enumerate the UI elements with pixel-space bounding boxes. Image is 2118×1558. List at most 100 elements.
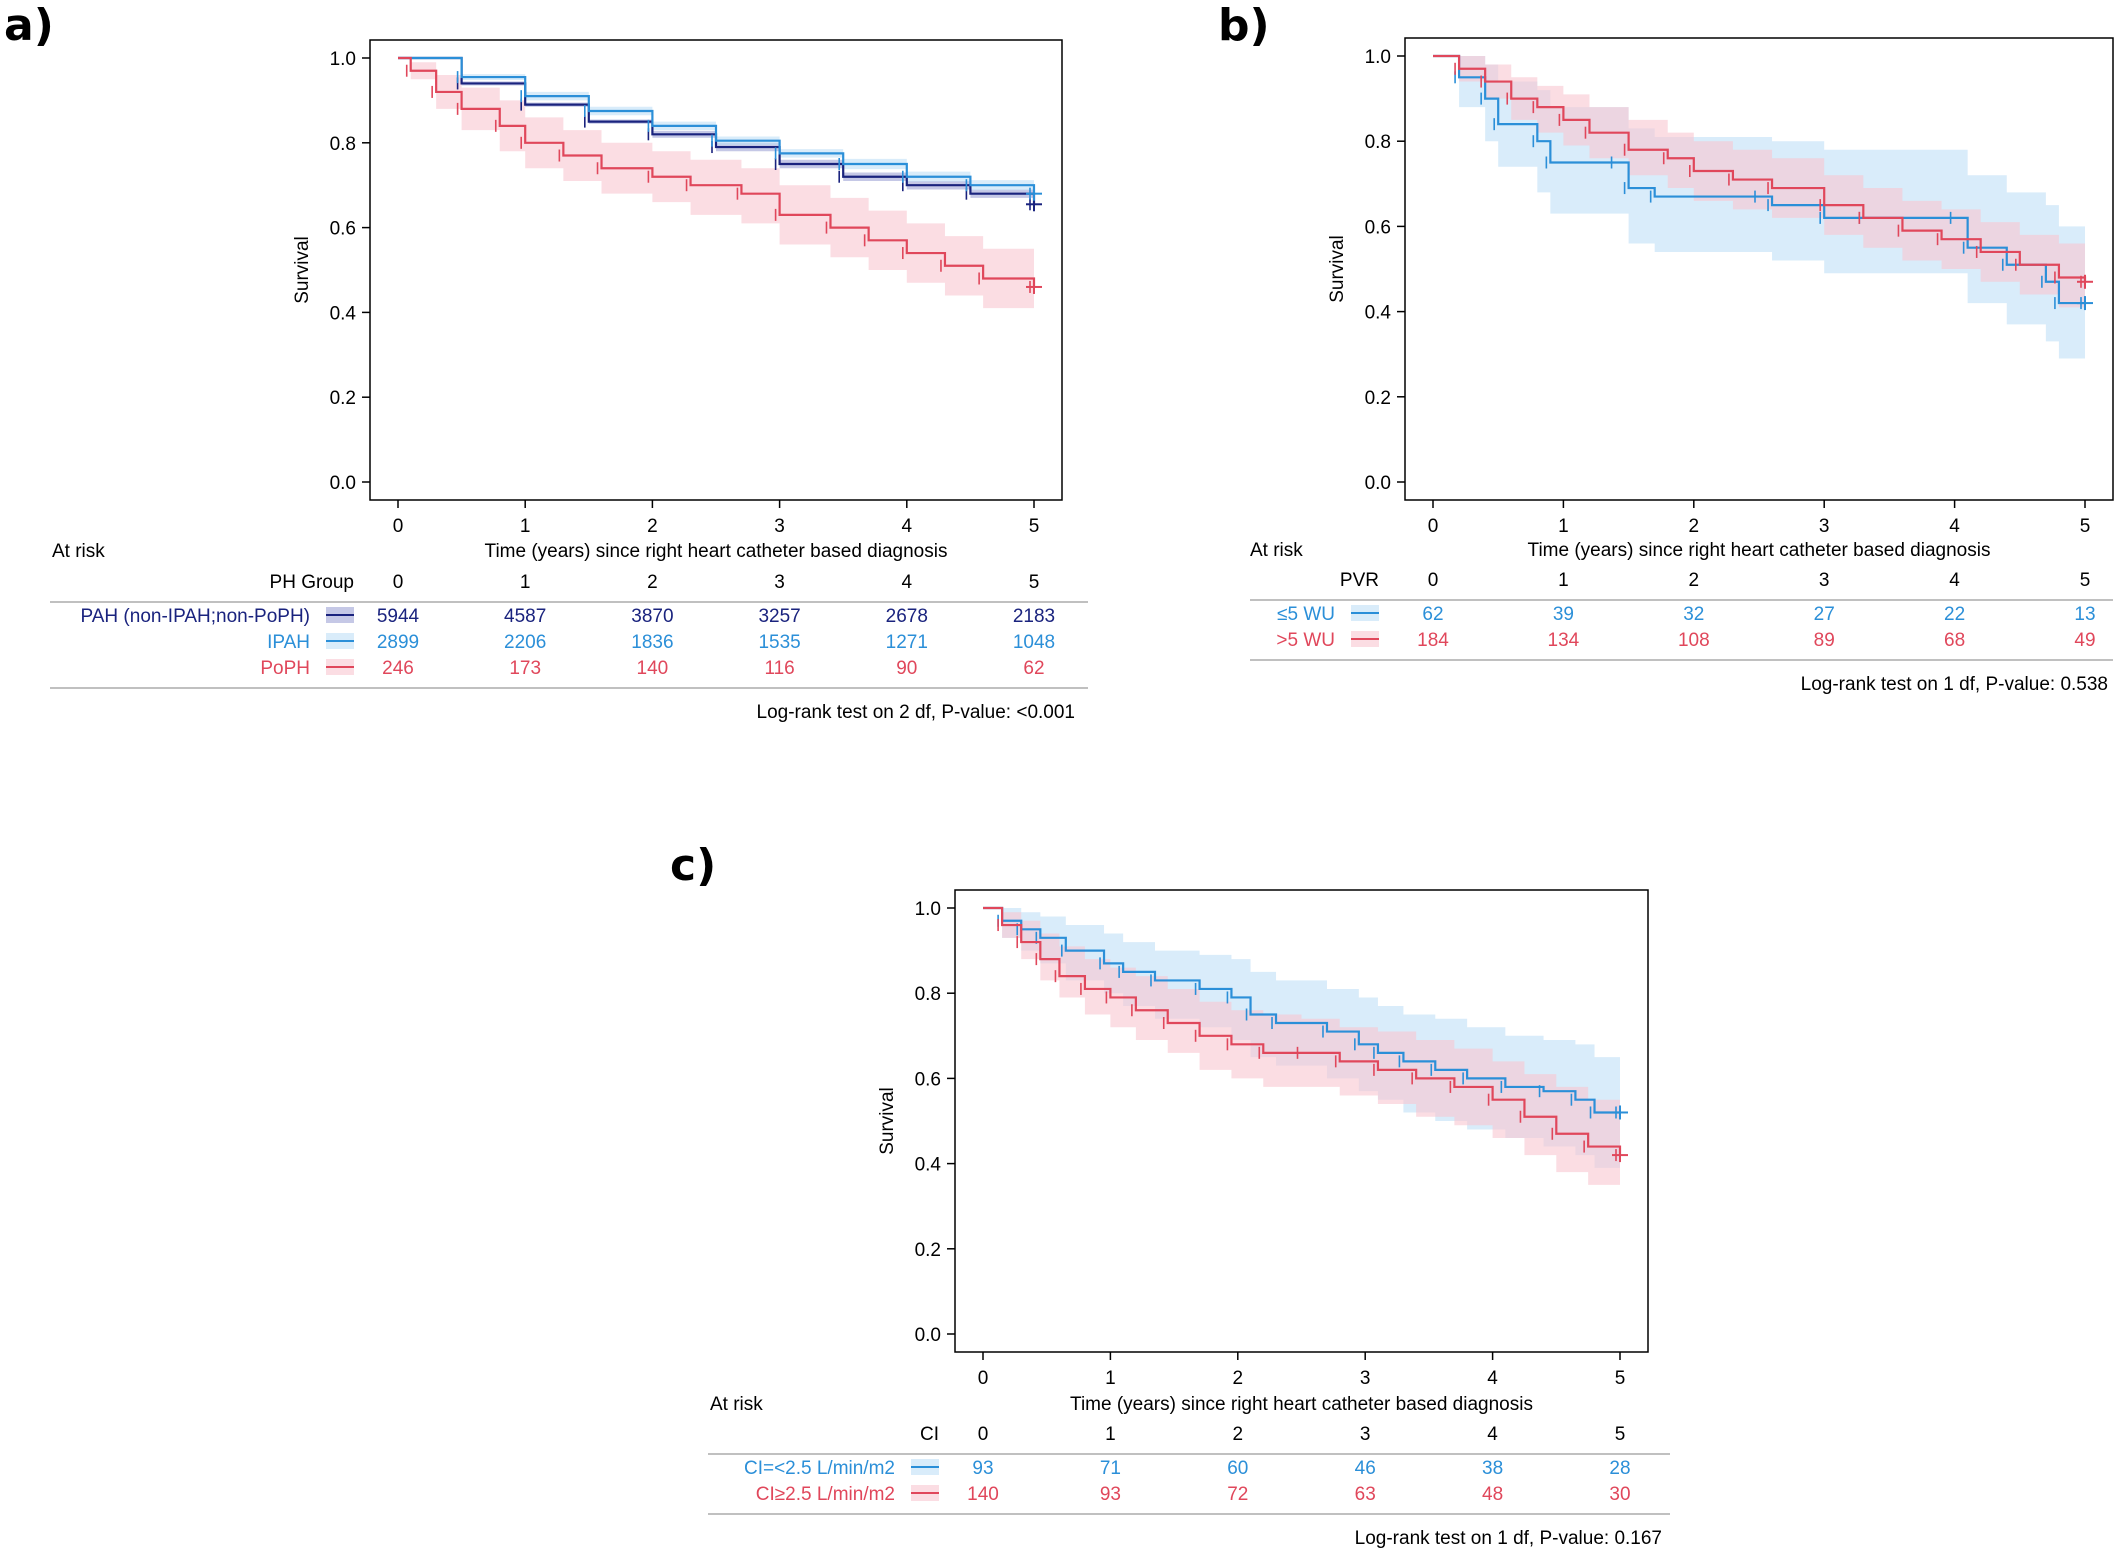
panel-b: b) 0.0 0.2 0.4 0.6 0.8 1.0 0 1 2 3 4 5 Survival Time …: [1100, 0, 2118, 740]
at-risk-count: 62: [1023, 658, 1044, 679]
y-tick-label: 0.8: [1365, 132, 1391, 153]
x-tick-label: 2: [647, 516, 658, 537]
x-tick-label: 5: [1029, 516, 1040, 537]
y-tick-label: 1.0: [330, 49, 356, 70]
at-risk-count: 2678: [886, 606, 928, 627]
at-risk-header-tick: 2: [647, 572, 658, 593]
at-risk-count: 1535: [758, 632, 800, 653]
y-axis-label: Survival: [292, 236, 313, 304]
at-risk-count: 2899: [377, 632, 419, 653]
survival-line-2: [398, 56, 1036, 194]
x-tick-label: 3: [774, 516, 785, 537]
panel-a: a) 0.0 0.2 0.4 0.6 0.8 1.0 0 1 2 3 4 5 Survival Time …: [0, 0, 1100, 740]
x-tick-label: 5: [2080, 516, 2091, 537]
at-risk-row-name: IPAH: [267, 632, 310, 653]
at-risk-count: 22: [1944, 604, 1965, 625]
y-tick-label: 0.0: [1365, 473, 1391, 494]
at-risk-count: 1836: [631, 632, 673, 653]
at-risk-header-tick: 5: [2080, 570, 2091, 591]
y-tick-label: 0.6: [330, 219, 356, 240]
at-risk-count: 1271: [886, 632, 928, 653]
x-tick-label: 3: [1360, 1368, 1371, 1389]
plot-frame: [954, 889, 1649, 1353]
at-risk-row-name: PoPH: [260, 658, 310, 679]
x-tick-label: 4: [902, 516, 913, 537]
at-risk-header-tick: 4: [902, 572, 913, 593]
at-risk-count: 5944: [377, 606, 420, 627]
y-tick-label: 1.0: [915, 899, 941, 920]
at-risk-header-tick: 1: [520, 572, 531, 593]
y-tick-label: 0.4: [915, 1155, 942, 1176]
x-axis-label: Time (years) since right heart catheter …: [1528, 540, 1991, 561]
at-risk-header-tick: 0: [1428, 570, 1439, 591]
at-risk-header-tick: 3: [774, 572, 785, 593]
at-risk-count: 134: [1548, 630, 1580, 651]
km-chart-b: 0.0 0.2 0.4 0.6 0.8 1.0 0 1 2 3 4 5 Survival Time (ye…: [1250, 37, 2114, 695]
y-tick-label: 0.0: [915, 1325, 941, 1346]
at-risk-count: 30: [1609, 1484, 1630, 1505]
strata-title: CI: [920, 1424, 939, 1445]
y-tick-label: 0.2: [330, 388, 356, 409]
at-risk-count: 140: [967, 1484, 999, 1505]
at-risk-header-tick: 0: [978, 1424, 989, 1445]
at-risk-count: 72: [1227, 1484, 1248, 1505]
confidence-band-3: [398, 58, 1034, 317]
x-tick-label: 4: [1949, 516, 1960, 537]
at-risk-count: 184: [1417, 630, 1449, 651]
survival-line-2: [983, 906, 1622, 1156]
x-axis-label: Time (years) since right heart catheter …: [485, 541, 948, 562]
confidence-band-2: [1433, 56, 2085, 316]
at-risk-count: 3870: [631, 606, 673, 627]
at-risk-header-tick: 4: [1487, 1424, 1498, 1445]
y-tick-label: 0.0: [330, 473, 356, 494]
at-risk-count: 246: [382, 658, 414, 679]
at-risk-count: 32: [1683, 604, 1704, 625]
at-risk-label: At risk: [1250, 540, 1303, 561]
y-tick-label: 1.0: [1365, 47, 1391, 68]
y-tick-label: 0.8: [330, 134, 356, 155]
at-risk-count: 13: [2074, 604, 2095, 625]
at-risk-count: 71: [1100, 1458, 1121, 1479]
at-risk-count: 49: [2074, 630, 2095, 651]
x-tick-label: 1: [520, 516, 531, 537]
at-risk-header-tick: 2: [1689, 570, 1700, 591]
at-risk-count: 108: [1678, 630, 1710, 651]
survival-line-1: [1433, 54, 2085, 305]
y-tick-label: 0.8: [915, 984, 941, 1005]
x-tick-label: 2: [1689, 516, 1700, 537]
at-risk-header-tick: 1: [1558, 570, 1569, 591]
at-risk-count: 2183: [1013, 606, 1055, 627]
x-axis-label: Time (years) since right heart catheter …: [1070, 1394, 1533, 1415]
at-risk-count: 27: [1814, 604, 1835, 625]
y-tick-label: 0.6: [1365, 217, 1391, 238]
strata-title: PH Group: [270, 572, 354, 593]
at-risk-count: 173: [509, 658, 541, 679]
y-tick-label: 0.6: [915, 1069, 941, 1090]
survival-line-1: [983, 906, 1620, 1114]
x-tick-label: 5: [1615, 1368, 1626, 1389]
panel-label-c: c): [670, 840, 717, 891]
at-risk-count: 3257: [758, 606, 800, 627]
at-risk-header-tick: 0: [393, 572, 404, 593]
at-risk-count: 68: [1944, 630, 1965, 651]
y-axis-label: Survival: [877, 1087, 898, 1155]
y-tick-label: 0.4: [330, 303, 357, 324]
at-risk-count: 38: [1482, 1458, 1503, 1479]
x-tick-label: 2: [1233, 1368, 1244, 1389]
survival-line-2: [1433, 54, 2087, 282]
at-risk-row-name: ≤5 WU: [1277, 604, 1335, 625]
at-risk-header-tick: 2: [1233, 1424, 1244, 1445]
x-tick-label: 0: [393, 516, 404, 537]
plot-frame: [1404, 37, 2114, 501]
km-chart-a: 0.0 0.2 0.4 0.6 0.8 1.0 0 1 2 3 4 5 Survival Time (ye…: [50, 39, 1088, 723]
at-risk-count: 39: [1553, 604, 1574, 625]
x-tick-label: 4: [1487, 1368, 1498, 1389]
plot-frame: [369, 39, 1063, 501]
x-tick-label: 3: [1819, 516, 1830, 537]
at-risk-count: 90: [896, 658, 917, 679]
at-risk-count: 93: [972, 1458, 993, 1479]
panel-label-b: b): [1218, 0, 1270, 51]
panel-label-a: a): [4, 0, 54, 51]
at-risk-row-name: CI≥2.5 L/min/m2: [756, 1484, 895, 1505]
y-tick-label: 0.2: [1365, 388, 1391, 409]
